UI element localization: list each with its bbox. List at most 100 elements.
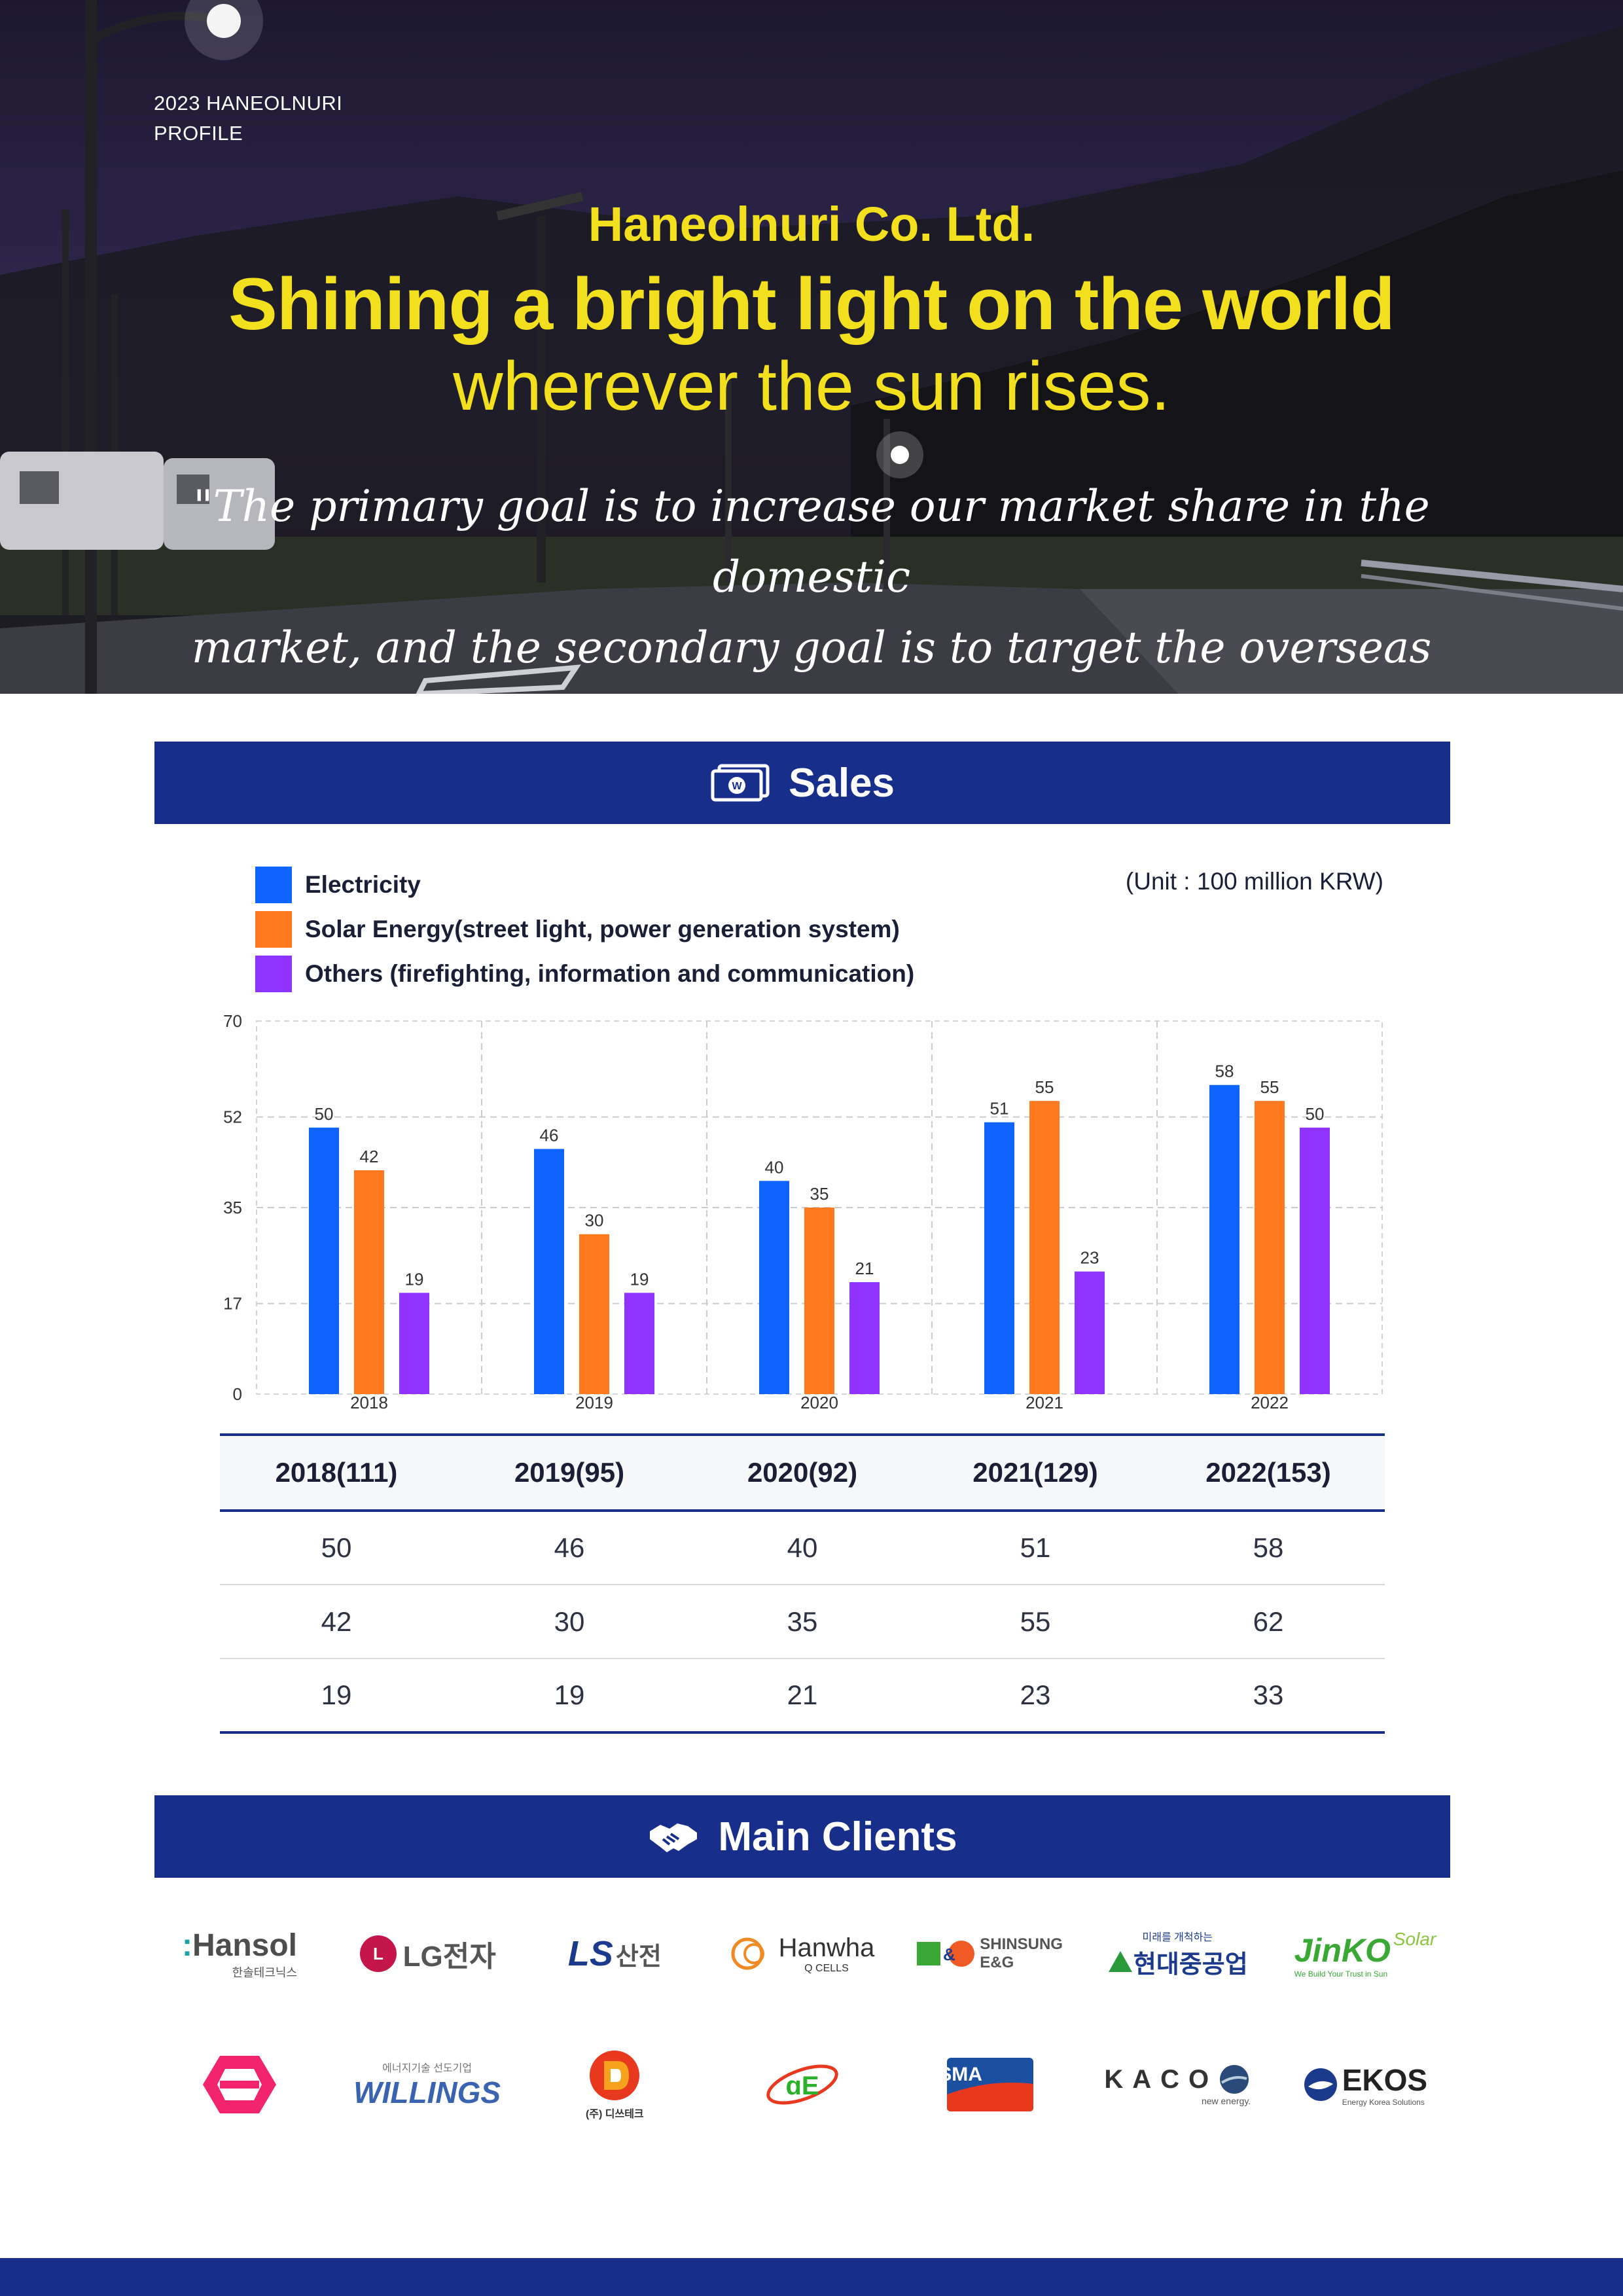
table-row: 42 30 35 55 62 <box>220 1585 1385 1659</box>
chart-legend: Electricity Solar Energy(street light, p… <box>255 863 914 996</box>
bar <box>759 1181 789 1394</box>
table-header: 2021(129) <box>919 1433 1152 1512</box>
table-cell: 42 <box>220 1585 453 1659</box>
legend-item-solar: Solar Energy(street light, power generat… <box>255 907 914 952</box>
svg-text:L: L <box>373 1944 383 1964</box>
money-bill-won-icon: W <box>711 764 770 802</box>
bar-value-label: 51 <box>990 1099 1009 1119</box>
unit-label: (Unit : 100 million KRW) <box>1125 868 1383 895</box>
legend-item-others: Others (firefighting, information and co… <box>255 952 914 996</box>
y-tick-label: 35 <box>223 1198 242 1217</box>
hero-banner: 2023 HANEOLNURI PROFILE Haneolnuri Co. L… <box>0 0 1623 694</box>
legend-item-electricity: Electricity <box>255 863 914 907</box>
client-logo-kaco: KACO new energy. <box>1092 2036 1262 2134</box>
bar <box>399 1293 429 1394</box>
table-row: 50 46 40 51 58 <box>220 1511 1385 1585</box>
jinko-tagline: We Build Your Trust in Sun <box>1294 1969 1388 1979</box>
client-logo-hexagon <box>154 2036 325 2134</box>
bar-value-label: 21 <box>855 1259 874 1278</box>
table-cell: 62 <box>1152 1585 1385 1659</box>
table-cell: 50 <box>220 1511 453 1585</box>
bar-value-label: 46 <box>540 1125 559 1145</box>
bar <box>624 1293 654 1394</box>
footer-bar <box>0 2258 1623 2296</box>
hansol-sub: 한솔테크닉스 <box>232 1965 297 1979</box>
table-header: 2020(92) <box>686 1433 919 1512</box>
bar <box>984 1122 1014 1394</box>
legend-swatch-others <box>255 956 292 992</box>
bar-value-label: 19 <box>630 1269 649 1289</box>
table-cell: 46 <box>453 1511 686 1585</box>
table-header: 2019(95) <box>453 1433 686 1512</box>
legend-swatch-solar <box>255 911 292 948</box>
bar <box>1255 1101 1285 1394</box>
table-cell: 30 <box>453 1585 686 1659</box>
x-tick-label: 2022 <box>1251 1393 1289 1412</box>
sales-bar-chart: 0 17 35 52 70 50 42 19 2018 46 30 19 2019 40 35 21 2020 5… <box>223 1011 1383 1412</box>
hanwha-name: Hanwha <box>778 1933 875 1962</box>
kaco-sub: new energy. <box>1201 2096 1251 2106</box>
shinsung-name: SHINSUNG <box>980 1935 1063 1953</box>
shinsung-emblem-icon: & <box>917 1941 975 1967</box>
table-cell: 40 <box>686 1511 919 1585</box>
client-logo-ae: ɑE <box>717 2036 887 2134</box>
legend-swatch-electricity <box>255 867 292 903</box>
y-tick-label: 52 <box>223 1107 242 1127</box>
hyundai-triangle-icon <box>1108 1951 1132 1972</box>
bar-value-label: 35 <box>810 1184 829 1204</box>
quote-line-1: "The primary goal is to increase our mar… <box>193 481 1430 602</box>
sales-table: 2018(111) 2019(95) 2020(92) 2021(129) 20… <box>220 1433 1385 1734</box>
sales-section-header: W Sales <box>154 742 1450 824</box>
table-cell: 23 <box>919 1659 1152 1734</box>
legend-label-solar: Solar Energy(street light, power generat… <box>305 916 900 942</box>
ekos-sub: Energy Korea Solutions <box>1342 2098 1425 2107</box>
profile-word: PROFILE <box>154 122 243 145</box>
ls-name: LS <box>567 1934 613 1973</box>
bar-value-label: 30 <box>585 1211 604 1230</box>
table-header: 2022(153) <box>1152 1433 1385 1512</box>
bar <box>354 1170 384 1394</box>
willings-tagline: 에너지기술 선도기업 <box>382 2063 473 2074</box>
sma-logo-icon <box>946 2058 1033 2111</box>
hero-subhead: wherever the sun rises. <box>453 348 1170 425</box>
hanwha-emblem-icon <box>731 1937 764 1970</box>
y-tick-label: 70 <box>223 1011 242 1031</box>
client-logo-willings: 에너지기술 선도기업 WILLINGS <box>342 2036 512 2134</box>
ekos-swirl-icon <box>1304 2068 1337 2101</box>
legend-label-others: Others (firefighting, information and co… <box>305 960 915 987</box>
client-logo-hanwha: Hanwha Q CELLS <box>717 1905 887 2003</box>
client-logo-ls: LS 산전 <box>529 1905 700 2003</box>
table-cell: 58 <box>1152 1511 1385 1585</box>
jinko-name: JinKO <box>1294 1932 1391 1969</box>
client-logo-lg: L LG전자 <box>342 1905 512 2003</box>
bar <box>1029 1101 1060 1394</box>
y-tick-label: 17 <box>223 1294 242 1314</box>
clients-title: Main Clients <box>718 1814 957 1859</box>
table-cell: 19 <box>453 1659 686 1734</box>
clients-section-header: Main Clients <box>154 1795 1450 1878</box>
sma-name: SMA <box>938 2064 982 2085</box>
bar <box>804 1208 834 1394</box>
x-tick-label: 2021 <box>1026 1393 1063 1412</box>
pink-hexagon-logo-icon <box>203 2056 276 2113</box>
bar-value-label: 23 <box>1080 1248 1099 1268</box>
client-logo-shinsung: & SHINSUNG E&G <box>905 1905 1075 2003</box>
x-tick-label: 2018 <box>350 1393 388 1412</box>
bar-value-label: 40 <box>765 1157 784 1177</box>
table-cell: 33 <box>1152 1659 1385 1734</box>
x-tick-label: 2019 <box>575 1393 613 1412</box>
ae-orbit-logo-icon: ɑE <box>766 2064 838 2105</box>
client-row-1: :Hansol 한솔테크닉스 L LG전자 LS 산전 Hanwha Q CEL… <box>154 1905 1450 2003</box>
table-cell: 35 <box>686 1585 919 1659</box>
quote-line-2: market, and the secondary goal is to tar… <box>191 622 1432 694</box>
y-tick-label: 0 <box>233 1384 242 1404</box>
bar-value-label: 19 <box>405 1269 424 1289</box>
svg-text:ɑE: ɑE <box>785 2072 819 2100</box>
bar-value-label: 50 <box>1306 1104 1325 1124</box>
bar <box>579 1234 609 1394</box>
kaco-globe-icon <box>1220 2065 1249 2094</box>
night-road-illustration <box>0 0 1623 694</box>
table-cell: 51 <box>919 1511 1152 1585</box>
lg-emblem-icon: L <box>359 1935 397 1972</box>
kaco-name: KACO <box>1104 2064 1219 2094</box>
